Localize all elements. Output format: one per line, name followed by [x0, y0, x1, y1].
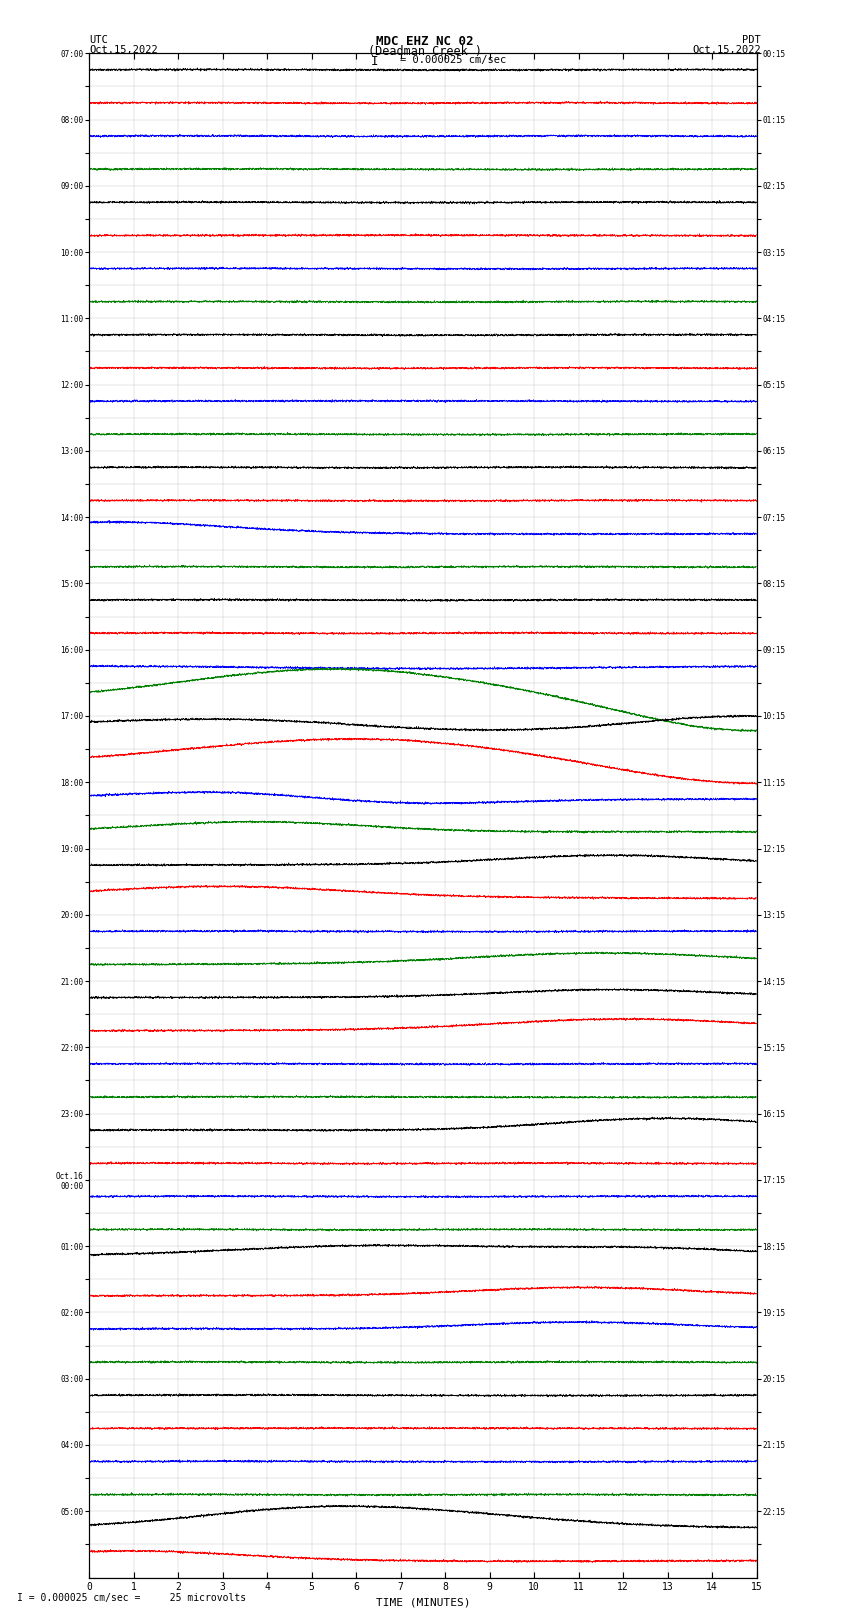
X-axis label: TIME (MINUTES): TIME (MINUTES) [376, 1598, 470, 1608]
Text: PDT: PDT [742, 35, 761, 45]
Text: Oct.15,2022: Oct.15,2022 [692, 45, 761, 55]
Text: = 0.000025 cm/sec: = 0.000025 cm/sec [400, 55, 506, 65]
Text: I = 0.000025 cm/sec =     25 microvolts: I = 0.000025 cm/sec = 25 microvolts [17, 1594, 246, 1603]
Text: (Deadman Creek ): (Deadman Creek ) [368, 45, 482, 58]
Text: UTC: UTC [89, 35, 108, 45]
Text: Oct.15,2022: Oct.15,2022 [89, 45, 158, 55]
Text: MDC EHZ NC 02: MDC EHZ NC 02 [377, 35, 473, 48]
Text: I: I [371, 55, 377, 68]
